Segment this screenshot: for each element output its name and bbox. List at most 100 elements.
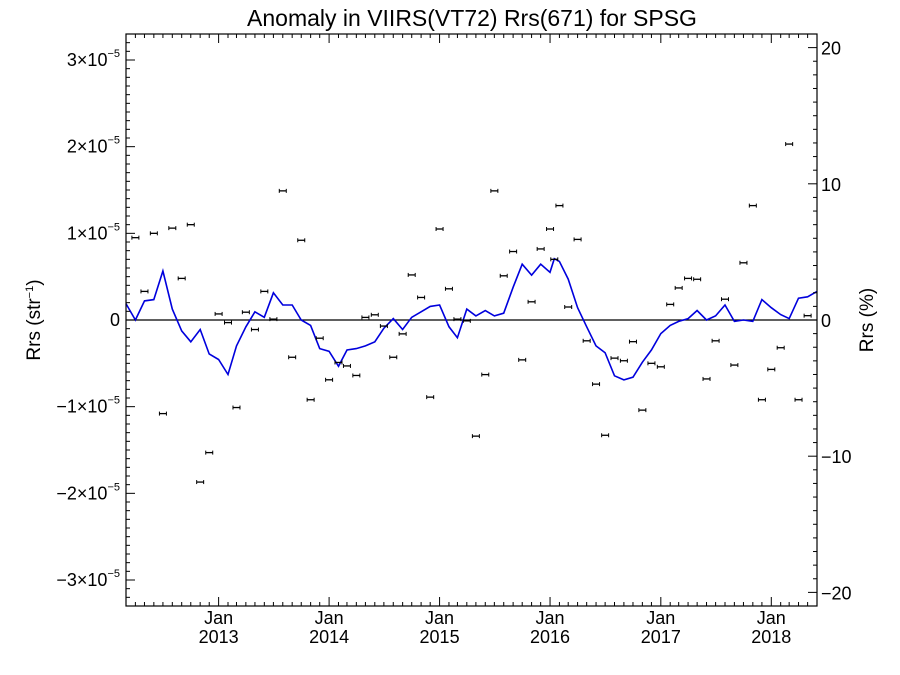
anomaly-point (684, 276, 693, 281)
y-axis-left-label: Rrs (str−1) (24, 279, 45, 360)
y-left-tick-label: 1×10−5 (67, 221, 120, 243)
x-tick-month-label: Jan (536, 608, 565, 628)
anomaly-point (647, 361, 656, 366)
plot-area (125, 142, 818, 485)
anomaly-point (158, 411, 167, 416)
x-tick-month-label: Jan (757, 608, 786, 628)
anomaly-point (444, 286, 453, 291)
anomaly-point (462, 318, 471, 323)
anomaly-point (666, 302, 675, 307)
anomaly-point (260, 289, 269, 294)
y-left-tick-label: 3×10−5 (67, 48, 120, 70)
x-tick-month-label: Jan (646, 608, 675, 628)
anomaly-point (509, 249, 518, 254)
y-axis-left-label-text: Rrs (str (24, 298, 45, 361)
anomaly-point (610, 356, 619, 361)
anomaly-point (564, 305, 573, 309)
anomaly-point (711, 338, 720, 343)
anomaly-point (288, 355, 297, 360)
anomaly-point (149, 231, 158, 236)
anomaly-point (518, 357, 527, 362)
y-axis-left-label-close: ) (24, 279, 45, 285)
anomaly-point (674, 285, 683, 290)
anomaly-point (435, 227, 444, 231)
anomaly-point (601, 433, 610, 438)
anomaly-point (592, 382, 601, 387)
anomaly-point (297, 238, 306, 243)
anomaly-point (546, 227, 555, 231)
anomaly-point (794, 397, 803, 402)
x-tick-month-label: Jan (315, 608, 344, 628)
anomaly-point (550, 257, 559, 262)
anomaly-point (739, 260, 748, 265)
x-tick-year-label: 2017 (641, 627, 681, 647)
anomaly-point (140, 289, 149, 294)
axes: 3×10−5 2×10−5 1×10−5 0 −1×10−5 −2×10−5 −3×10−5… (56, 33, 852, 647)
x-tick-year-label: 2014 (309, 627, 349, 647)
percent-anomaly-line (125, 257, 818, 381)
y-axis-right-label: Rrs (%) (857, 288, 878, 352)
anomaly-point (205, 450, 214, 455)
y-right-tick-label: −20 (821, 583, 852, 603)
anomaly-point (582, 338, 591, 343)
anomaly-point (186, 222, 195, 227)
y-right-tick-label: 20 (821, 39, 841, 59)
anomaly-point (379, 324, 388, 329)
anomaly-point (398, 331, 407, 336)
anomaly-point (417, 295, 426, 300)
anomaly-point (785, 142, 794, 147)
anomaly-point (776, 345, 785, 350)
x-tick-month-label: Jan (204, 608, 233, 628)
anomaly-point (453, 317, 462, 322)
anomaly-point (748, 203, 757, 208)
x-tick-year-label: 2018 (751, 627, 791, 647)
y-right-tick-label: 10 (821, 175, 841, 195)
anomaly-point (730, 363, 739, 368)
anomaly-point (241, 310, 250, 315)
x-tick-year-label: 2013 (199, 627, 239, 647)
y-right-tick-label: 0 (821, 311, 831, 331)
anomaly-point (177, 276, 186, 281)
x-tick-year-label: 2015 (420, 627, 460, 647)
anomaly-point (342, 363, 351, 368)
anomaly-point (693, 277, 702, 282)
anomaly-point (370, 312, 379, 317)
anomaly-point (361, 315, 370, 320)
anomaly-point (490, 188, 499, 193)
anomaly-point (196, 480, 205, 485)
anomaly-point (269, 317, 278, 322)
anomaly-point (481, 372, 490, 377)
x-tick-year-label: 2016 (530, 627, 570, 647)
chart-title: Anomaly in VIIRS(VT72) Rrs(671) for SPSG (247, 5, 697, 31)
anomaly-point (389, 355, 398, 360)
anomaly-point (278, 188, 287, 193)
x-tick-month-label: Jan (425, 608, 454, 628)
y-left-tick-label: 0 (110, 310, 120, 330)
anomaly-point (803, 313, 812, 318)
anomaly-point (168, 226, 177, 231)
anomaly-point (720, 297, 729, 302)
anomaly-point (767, 367, 776, 372)
anomaly-point (527, 299, 536, 304)
anomaly-point (555, 203, 564, 208)
y-right-tick-label: −10 (821, 447, 852, 467)
anomaly-point (306, 397, 315, 402)
anomaly-point (757, 397, 766, 402)
anomaly-point (638, 408, 647, 413)
y-axis-left-label-superscript: −1 (24, 286, 36, 299)
anomaly-point (499, 273, 508, 278)
anomaly-point (315, 336, 324, 341)
y-left-tick-label: 2×10−5 (67, 135, 120, 157)
anomaly-point (628, 339, 637, 344)
anomaly-point (536, 246, 545, 251)
anomaly-point (352, 373, 361, 378)
anomaly-point (224, 320, 233, 325)
anomaly-point (250, 327, 259, 332)
anomaly-point (573, 237, 582, 242)
anomaly-point (656, 364, 665, 369)
y-left-tick-label: −3×10−5 (56, 568, 120, 590)
anomaly-point (702, 376, 711, 381)
anomaly-point (325, 377, 334, 382)
